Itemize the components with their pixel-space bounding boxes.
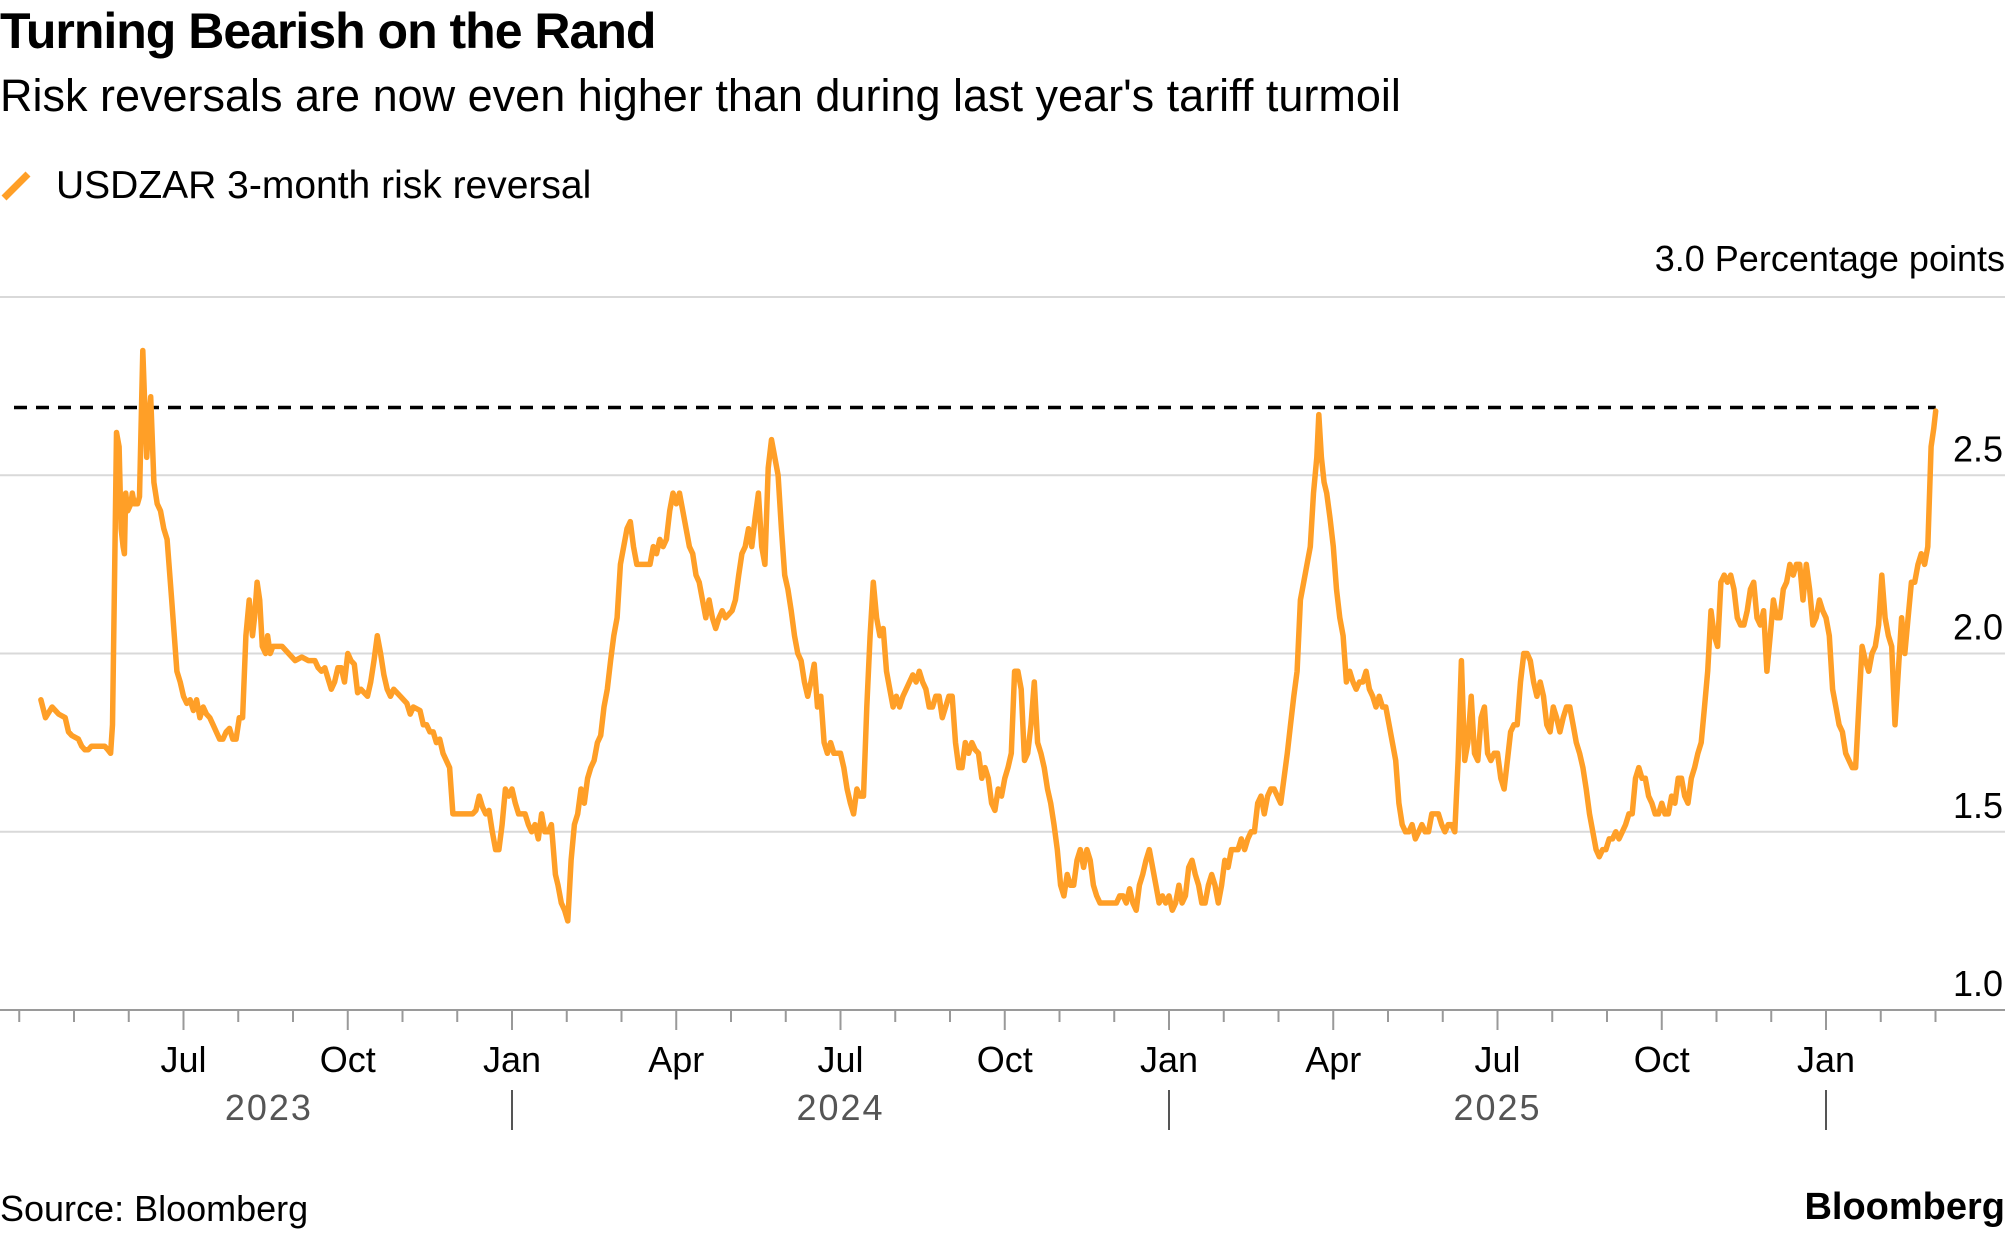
x-tick-label: Oct xyxy=(1634,1039,1690,1080)
legend-label: USDZAR 3-month risk reversal xyxy=(56,164,592,207)
x-tick-label: Jul xyxy=(160,1039,206,1080)
x-tick-label: Jan xyxy=(1140,1039,1198,1080)
x-tick-label: Jan xyxy=(1797,1039,1855,1080)
grid-lines xyxy=(0,296,2005,1011)
y-tick-label: 2.5 xyxy=(1953,428,2003,469)
x-tick-label: Apr xyxy=(1305,1039,1361,1080)
chart-subtitle: Risk reversals are now even higher than … xyxy=(0,70,1401,121)
y-axis-unit-label: 3.0 Percentage points xyxy=(1654,238,2005,279)
legend: USDZAR 3-month risk reversal xyxy=(0,160,591,212)
series-group xyxy=(38,347,1939,924)
y-axis-ticks: 2.5 2.0 1.5 1.0 xyxy=(1953,428,2003,1004)
x-tick-label: Jan xyxy=(483,1039,541,1080)
x-tick-label: Apr xyxy=(648,1039,704,1080)
y-tick-label: 1.0 xyxy=(1953,963,2003,1004)
year-label: 2023 xyxy=(225,1087,313,1128)
x-axis: Jul Oct Jan Apr Jul Oct Jan Apr Jul Oct Jan 2023 202… xyxy=(18,1010,1937,1130)
brand-logo: Bloomberg xyxy=(1804,1186,2005,1228)
x-tick-label: Oct xyxy=(320,1039,376,1080)
line-swatch-icon xyxy=(1,171,31,201)
year-label: 2024 xyxy=(796,1087,884,1128)
source-note: Source: Bloomberg xyxy=(0,1188,309,1229)
chart-title: Turning Bearish on the Rand xyxy=(0,3,656,59)
series-line-usdzar-risk-reversal xyxy=(38,347,1939,924)
x-tick-label: Jul xyxy=(817,1039,863,1080)
x-tick-label: Jul xyxy=(1474,1039,1520,1080)
x-tick-label: Oct xyxy=(977,1039,1033,1080)
y-tick-label: 1.5 xyxy=(1953,785,2003,826)
year-label: 2025 xyxy=(1453,1087,1541,1128)
y-tick-label: 2.0 xyxy=(1953,607,2003,648)
